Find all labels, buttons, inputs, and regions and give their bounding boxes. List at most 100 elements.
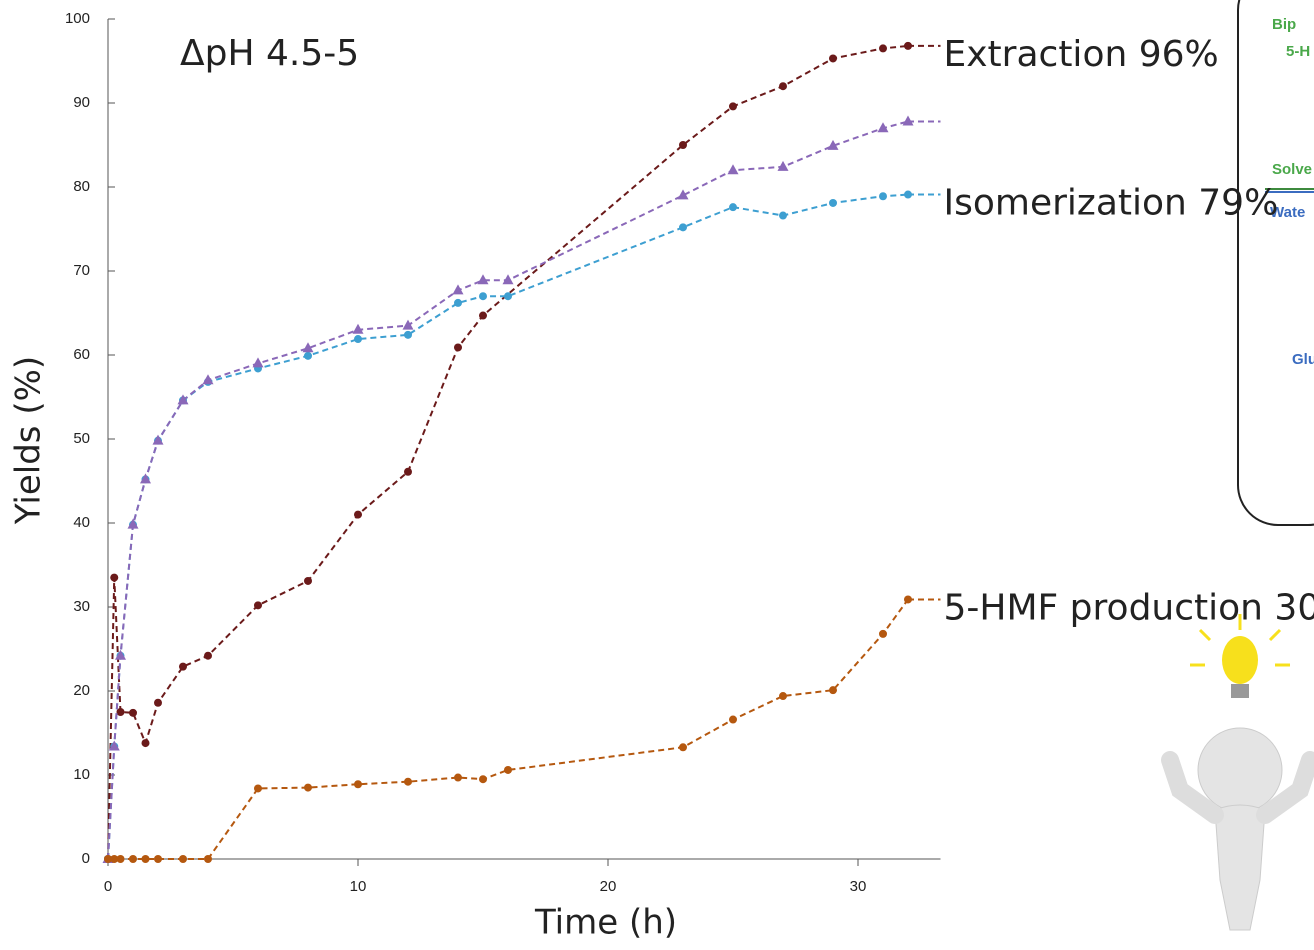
point <box>104 855 112 863</box>
point <box>777 160 789 171</box>
y-tick-label: 0 <box>82 850 90 867</box>
point <box>110 855 119 863</box>
point <box>129 708 137 717</box>
point <box>829 686 837 695</box>
y-tick-label: 60 <box>73 346 90 363</box>
point <box>679 223 687 232</box>
point <box>454 298 462 307</box>
x-tick-label: 0 <box>104 878 112 895</box>
point <box>879 44 887 53</box>
point <box>179 662 187 671</box>
inset-text: Wate <box>1270 204 1305 221</box>
point <box>729 715 737 724</box>
point <box>477 274 489 285</box>
y-axis-title: Yields (%) <box>9 356 49 525</box>
series-label: Isomerization 79% <box>944 183 1279 224</box>
y-tick-label: 100 <box>65 10 90 27</box>
point <box>110 573 119 582</box>
point <box>304 576 312 585</box>
inset-frame <box>1237 0 1314 526</box>
x-tick-label: 20 <box>600 878 617 895</box>
point <box>304 783 312 792</box>
lightbulb-figure <box>1161 614 1314 931</box>
series-line <box>108 598 909 860</box>
annotation: ΔpH 4.5-5 <box>180 33 359 74</box>
point <box>679 743 687 752</box>
inset-text: Bip <box>1272 16 1296 33</box>
point <box>108 740 120 751</box>
point <box>179 855 187 863</box>
series-line <box>107 44 909 860</box>
point <box>115 649 126 660</box>
point <box>829 54 837 63</box>
point <box>141 739 150 748</box>
point <box>879 629 887 638</box>
point <box>452 284 464 295</box>
point <box>152 434 164 445</box>
y-tick-label: 50 <box>73 430 90 447</box>
point <box>127 518 139 529</box>
y-tick-label: 30 <box>73 598 90 615</box>
point <box>141 855 150 863</box>
point <box>779 692 787 701</box>
y-tick-label: 70 <box>73 262 90 279</box>
inset-text: 5-H <box>1286 43 1310 60</box>
inset-text: Solve <box>1272 161 1312 178</box>
point <box>677 189 689 200</box>
x-axis-title: Time (h) <box>534 903 677 943</box>
point <box>354 780 362 789</box>
inset-text: Glu <box>1292 351 1314 368</box>
y-tick-label: 10 <box>73 766 90 783</box>
y-tick-label: 80 <box>73 178 90 195</box>
point <box>479 292 487 301</box>
point <box>116 708 125 716</box>
point <box>140 473 151 484</box>
y-tick-label: 40 <box>73 514 90 531</box>
point <box>877 122 889 133</box>
point <box>904 190 912 199</box>
point <box>479 775 487 784</box>
point <box>454 343 462 352</box>
point <box>129 855 137 863</box>
point <box>177 394 189 405</box>
point <box>354 510 362 519</box>
point <box>479 311 487 320</box>
point <box>302 342 314 353</box>
point <box>902 115 914 126</box>
point <box>879 192 887 201</box>
point <box>304 351 312 360</box>
point <box>354 335 362 344</box>
point <box>154 698 162 707</box>
series-label: 5-HMF production 30% <box>944 587 1314 628</box>
y-tick-label: 90 <box>73 94 90 111</box>
point <box>402 319 414 330</box>
point <box>829 198 837 207</box>
point <box>454 773 462 782</box>
point <box>504 292 512 301</box>
point <box>252 357 264 368</box>
x-tick-label: 30 <box>850 878 867 895</box>
point <box>504 765 512 774</box>
point <box>729 102 737 111</box>
point <box>779 82 787 91</box>
point <box>729 203 737 212</box>
point <box>254 601 262 610</box>
point <box>904 595 912 604</box>
series-line <box>107 120 909 860</box>
point <box>204 651 212 660</box>
point <box>404 777 412 786</box>
point <box>154 855 162 863</box>
point <box>202 374 214 385</box>
point <box>727 164 739 175</box>
point <box>679 141 687 149</box>
x-tick-label: 10 <box>350 878 367 895</box>
point <box>254 784 262 793</box>
point <box>404 330 412 339</box>
point <box>204 855 212 863</box>
point <box>502 274 514 285</box>
point <box>779 211 787 220</box>
y-tick-label: 20 <box>73 682 90 699</box>
series-label: Extraction 96% <box>944 34 1219 75</box>
point <box>116 855 125 863</box>
